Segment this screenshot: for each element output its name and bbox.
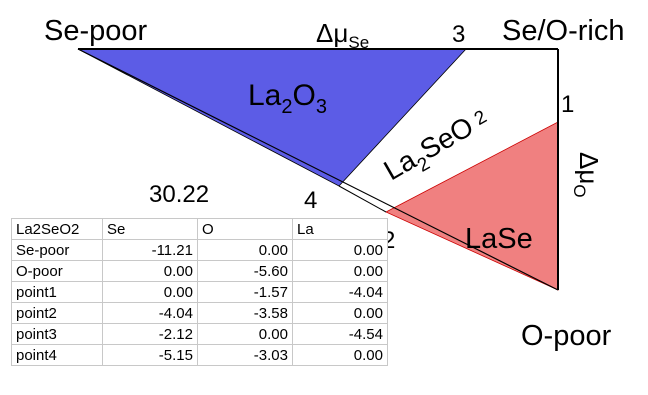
table-body: Se-poor -11.21 0.00 0.00 O-poor 0.00 -5.60 0.00… <box>11 239 388 366</box>
triangle-hypotenuse <box>77 48 559 291</box>
table-header-row: La2SeO2 Se O La <box>11 218 388 240</box>
delta-mu-se-label: ΔμSe <box>316 18 369 52</box>
table-row-label: point1 <box>11 281 103 303</box>
table-cell: -11.21 <box>102 239 198 261</box>
table-row: O-poor 0.00 -5.60 0.00 <box>11 260 388 282</box>
table-viewport: La2SeO2 Se O La Se-poor -11.21 0.00 0.00 O-poor… <box>11 218 388 366</box>
delta-mu-symbol-o: Δμ <box>574 152 604 184</box>
table-header-cell: O <box>197 218 293 240</box>
table-cell: 0.00 <box>292 302 388 324</box>
delta-mu-symbol: Δμ <box>316 18 348 48</box>
delta-mu-o-label: ΔμO <box>570 152 604 198</box>
corner-label-o-poor: O-poor <box>521 320 612 352</box>
table-row-label: point2 <box>11 302 103 324</box>
table-cell: 0.00 <box>197 323 293 345</box>
point-label-4: 4 <box>304 187 317 214</box>
corner-label-se-o-rich: Se/O-rich <box>502 15 624 47</box>
table-header-cell: La2SeO2 <box>11 218 103 240</box>
table-cell: -4.54 <box>292 323 388 345</box>
phase-label-la2o3: La2O3 <box>248 79 327 118</box>
table-cell: 0.00 <box>292 239 388 261</box>
table-cell: 0.00 <box>102 281 198 303</box>
table-row-label: Se-poor <box>11 239 103 261</box>
table-row: point1 0.00 -1.57 -4.04 <box>11 281 388 303</box>
table-row: point2 -4.04 -3.58 0.00 <box>11 302 388 324</box>
corner-label-se-poor: Se-poor <box>44 15 148 47</box>
chemical-potential-table: La2SeO2 Se O La Se-poor -11.21 0.00 0.00 O-poor… <box>11 218 388 366</box>
table-header-cell: Se <box>102 218 198 240</box>
table-row: Se-poor -11.21 0.00 0.00 <box>11 239 388 261</box>
table-row: point4 -5.15 -3.03 0.00 <box>11 344 388 366</box>
table-cell: 0.00 <box>102 260 198 282</box>
table-row: point3 -2.12 0.00 -4.54 <box>11 323 388 345</box>
table-cell: -1.57 <box>197 281 293 303</box>
table-cell: 0.00 <box>197 239 293 261</box>
table-cell: -3.58 <box>197 302 293 324</box>
table-cell: -3.03 <box>197 344 293 366</box>
o-subscript: O <box>570 184 589 197</box>
table-cell: -5.15 <box>102 344 198 366</box>
table-row-label: point3 <box>11 323 103 345</box>
point-label-1: 1 <box>561 91 574 118</box>
table-cell: 0.00 <box>292 260 388 282</box>
table-cell: -2.12 <box>102 323 198 345</box>
table-cell: 0.00 <box>292 344 388 366</box>
lase-region <box>385 121 559 291</box>
la2seo2-boundary-left <box>338 185 387 213</box>
table-cell: -5.60 <box>197 260 293 282</box>
table-cell: -4.04 <box>292 281 388 303</box>
table-row-label: point4 <box>11 344 103 366</box>
title-value: 30.22 <box>149 181 209 208</box>
table-row-label: O-poor <box>11 260 103 282</box>
table-cell: -4.04 <box>102 302 198 324</box>
point-label-3: 3 <box>452 21 465 48</box>
phase-label-lase: LaSe <box>465 223 533 255</box>
se-subscript: Se <box>348 33 369 52</box>
table-header-cell: La <box>292 218 388 240</box>
